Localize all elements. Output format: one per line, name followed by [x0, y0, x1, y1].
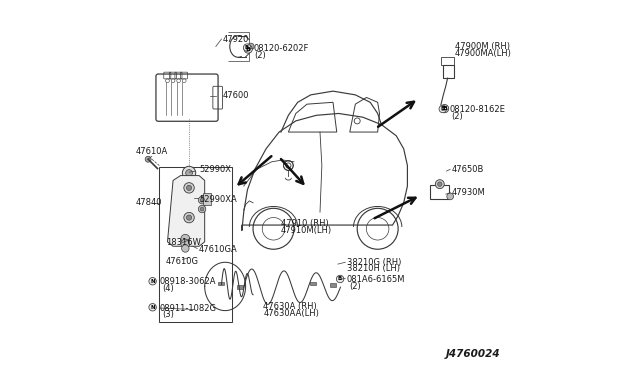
- Circle shape: [182, 245, 189, 252]
- Text: (2): (2): [254, 51, 266, 60]
- Text: 47610GA: 47610GA: [199, 246, 238, 254]
- Text: (2): (2): [349, 282, 361, 291]
- Text: 18316W: 18316W: [166, 238, 200, 247]
- Text: (2): (2): [451, 112, 463, 121]
- Circle shape: [447, 193, 454, 200]
- Circle shape: [149, 278, 156, 285]
- Bar: [237, 285, 243, 289]
- Bar: [159, 167, 232, 322]
- Bar: [443, 65, 454, 78]
- Circle shape: [186, 185, 191, 190]
- Text: B: B: [246, 46, 251, 52]
- Circle shape: [435, 180, 444, 189]
- Text: 47840: 47840: [136, 198, 163, 207]
- Text: J4760024: J4760024: [446, 349, 500, 359]
- Text: 47900MA(LH): 47900MA(LH): [455, 49, 512, 58]
- Text: (4): (4): [162, 284, 173, 293]
- Circle shape: [248, 43, 254, 50]
- Text: 38210G (RH): 38210G (RH): [347, 258, 401, 267]
- Circle shape: [181, 239, 190, 248]
- Circle shape: [440, 105, 449, 113]
- Text: 52990X: 52990X: [199, 165, 231, 174]
- Circle shape: [182, 166, 196, 180]
- Text: 08120-8162E: 08120-8162E: [449, 105, 506, 114]
- Text: 081A6-6165M: 081A6-6165M: [347, 275, 405, 284]
- Text: 47650B: 47650B: [452, 165, 484, 174]
- Bar: [330, 283, 336, 287]
- Bar: [441, 57, 454, 65]
- Circle shape: [198, 205, 206, 213]
- Bar: [218, 282, 225, 285]
- Text: 47630A (RH): 47630A (RH): [264, 302, 317, 311]
- Text: 47900M (RH): 47900M (RH): [455, 42, 510, 51]
- Text: 47930M: 47930M: [452, 188, 486, 197]
- Text: B: B: [245, 45, 249, 50]
- Text: 47610G: 47610G: [166, 257, 198, 266]
- Circle shape: [439, 105, 447, 113]
- Circle shape: [181, 234, 190, 243]
- Text: B: B: [440, 106, 445, 112]
- Circle shape: [200, 207, 204, 211]
- Circle shape: [184, 183, 195, 193]
- Circle shape: [200, 198, 204, 202]
- Text: (3): (3): [162, 310, 174, 319]
- Polygon shape: [168, 176, 205, 246]
- Text: 08918-3062A: 08918-3062A: [159, 278, 216, 286]
- Circle shape: [149, 304, 156, 311]
- Text: N: N: [150, 279, 155, 284]
- Circle shape: [244, 45, 252, 53]
- Circle shape: [186, 215, 191, 220]
- Text: 47910 (RH): 47910 (RH): [281, 219, 329, 228]
- Text: 52990XA: 52990XA: [199, 195, 237, 203]
- Text: 47920: 47920: [223, 35, 249, 44]
- Bar: [203, 193, 211, 205]
- Text: 08120-6202F: 08120-6202F: [254, 44, 309, 53]
- Bar: [430, 185, 449, 199]
- Text: 47630AA(LH): 47630AA(LH): [264, 309, 319, 318]
- Text: B: B: [338, 276, 342, 282]
- Circle shape: [198, 196, 206, 204]
- Circle shape: [337, 275, 344, 283]
- Text: B: B: [442, 106, 447, 111]
- Text: 08911-1082G: 08911-1082G: [159, 304, 216, 312]
- Circle shape: [184, 212, 195, 223]
- Text: 38210H (LH): 38210H (LH): [347, 264, 400, 273]
- Text: 47610A: 47610A: [136, 147, 168, 156]
- Bar: [310, 282, 316, 285]
- Circle shape: [438, 182, 442, 186]
- Circle shape: [243, 44, 251, 51]
- Circle shape: [145, 156, 151, 162]
- Circle shape: [186, 170, 193, 176]
- Text: 47600: 47600: [222, 92, 249, 100]
- Text: N: N: [150, 305, 155, 310]
- Text: 47910M(LH): 47910M(LH): [281, 226, 332, 235]
